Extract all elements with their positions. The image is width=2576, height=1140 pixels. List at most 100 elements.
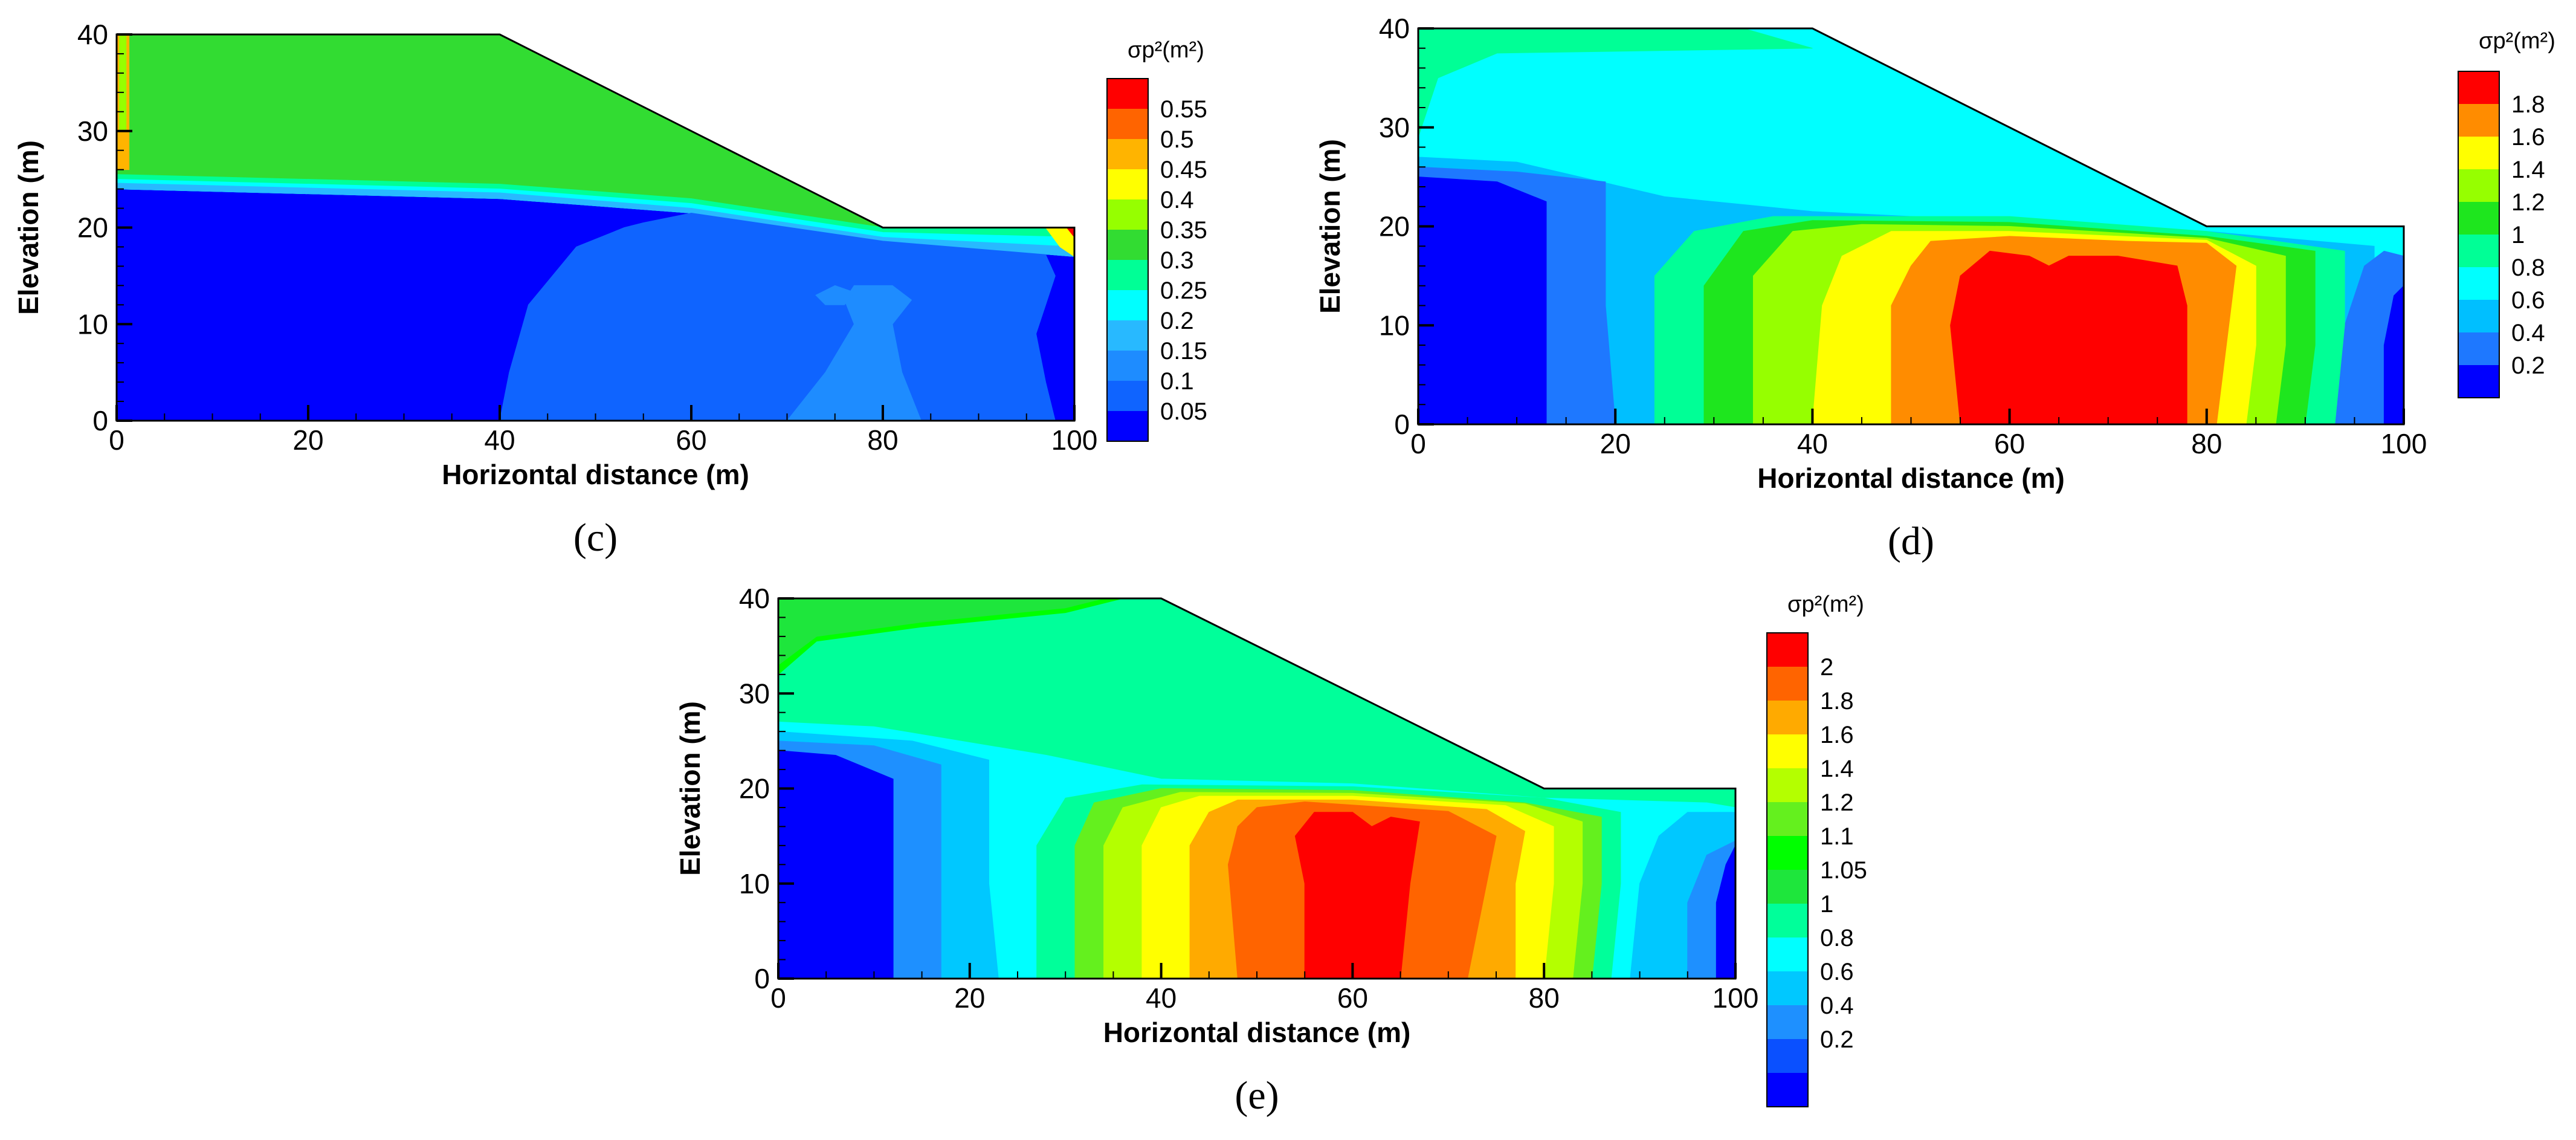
legend-label: 0.8	[2511, 254, 2545, 281]
panel-d-legend: σp²(m²) 1.8 1.6 1.4 1.2 1 0.8 0.6 0.4 0.…	[2458, 28, 2555, 398]
legend-swatch	[2458, 71, 2499, 104]
x-tick-label: 60	[1337, 982, 1368, 1014]
y-tick-label: 20	[77, 212, 108, 244]
legend-labels: 1.8 1.6 1.4 1.2 1 0.8 0.6 0.4 0.2	[2511, 91, 2545, 379]
legend-swatches	[2458, 71, 2500, 398]
panel-e-y-tick-labels: 0 10 20 30 40	[739, 583, 770, 994]
y-tick-label: 0	[92, 405, 108, 436]
contour-region	[2383, 285, 2404, 424]
legend-labels: 2 1.8 1.6 1.4 1.2 1.1 1.05 1 0.8 0.6 0.4…	[1820, 654, 1867, 1053]
x-tick-label: 20	[1600, 428, 1631, 459]
legend-swatch	[1767, 1005, 1808, 1039]
panel-d-contours	[1418, 28, 2404, 424]
legend-label: 0.45	[1160, 157, 1207, 183]
contour-region	[778, 750, 894, 979]
legend-swatch	[1107, 109, 1148, 139]
panel-d-ticks	[1417, 27, 2405, 426]
legend-label: 1.6	[2511, 124, 2545, 151]
legend-swatch	[1107, 260, 1148, 290]
contour-region	[815, 285, 855, 305]
legend-swatch	[1107, 169, 1148, 199]
x-tick-label: 60	[1994, 428, 2025, 459]
legend-label: 1.4	[1820, 756, 1854, 782]
panel-e-ticks	[777, 597, 1737, 980]
legend-label: 1.8	[2511, 91, 2545, 118]
legend-label: 0.4	[1820, 993, 1854, 1019]
legend-swatches	[1766, 632, 1809, 1107]
legend-label: 0.6	[2511, 287, 2545, 314]
legend-swatch	[1767, 938, 1808, 971]
y-tick-label: 20	[739, 773, 770, 805]
legend-label: 1.2	[2511, 189, 2545, 216]
legend-swatch	[1767, 734, 1808, 768]
legend-swatch	[1767, 1073, 1808, 1107]
x-tick-label: 40	[1146, 982, 1177, 1014]
legend-label: 0.2	[1820, 1026, 1854, 1053]
contour-region	[1950, 250, 2187, 424]
y-tick-label: 30	[1379, 112, 1410, 143]
legend-swatch	[2458, 169, 2499, 202]
contour-region	[786, 285, 922, 421]
y-tick-label: 40	[739, 583, 770, 614]
x-tick-label: 40	[1797, 428, 1828, 459]
legend-swatch	[1767, 802, 1808, 836]
legend-label: 1.2	[1820, 789, 1854, 816]
legend-label: 0.2	[1160, 308, 1194, 334]
legend-label: 1	[1820, 891, 1833, 918]
contour-region	[1716, 845, 1735, 979]
x-tick-label: 60	[676, 424, 706, 456]
legend-label: 0.6	[1820, 959, 1854, 985]
legend-swatch	[2458, 267, 2499, 300]
x-axis-title: Horizontal distance (m)	[442, 459, 749, 490]
legend-swatch	[1107, 411, 1148, 441]
contour-region	[1294, 812, 1420, 979]
legend-swatch	[2458, 137, 2499, 169]
legend-swatch	[1767, 1039, 1808, 1073]
x-tick-label: 100	[2381, 428, 2427, 459]
panel-c: 0 20 40 60 80 100 0 10 20 30 40 Horizont…	[13, 19, 1207, 560]
panel-label: (e)	[1235, 1074, 1279, 1118]
panel-d-x-tick-labels: 0 20 40 60 80 100	[1410, 428, 2427, 459]
legend-title: σp²(m²)	[1128, 37, 1204, 63]
panel-c-legend: σp²(m²) 0.55 0.5 0.45 0.4 0.35 0.3 0.25 …	[1106, 37, 1207, 442]
legend-swatch	[1767, 870, 1808, 904]
legend-swatch	[1767, 768, 1808, 802]
legend-swatch	[2458, 300, 2499, 332]
legend-swatch	[1767, 701, 1808, 734]
legend-label: 0.25	[1160, 277, 1207, 304]
panel-e: 0 20 40 60 80 100 0 10 20 30 40 Horizont…	[674, 583, 1867, 1118]
legend-label: 0.5	[1160, 126, 1194, 153]
legend-swatch	[2458, 104, 2499, 137]
x-tick-label: 40	[484, 424, 515, 456]
legend-swatch	[1107, 139, 1148, 169]
contour-region	[117, 183, 1074, 257]
x-tick-label: 0	[1410, 428, 1426, 459]
contour-region	[1418, 177, 1547, 424]
panel-e-legend: σp²(m²) 2 1.8 1.6 1.4 1.2 1.1 1.05 1 0.8…	[1766, 592, 1867, 1107]
legend-label: 1.4	[2511, 157, 2545, 183]
legend-title: σp²(m²)	[1787, 592, 1864, 617]
legend-swatch	[1767, 667, 1808, 701]
y-tick-label: 0	[1394, 409, 1410, 440]
legend-label: 0.55	[1160, 96, 1207, 123]
legend-label: 1.8	[1820, 688, 1854, 714]
legend-frame	[1106, 78, 1149, 442]
legend-swatch	[1107, 79, 1148, 109]
panel-c-ticks	[115, 33, 1076, 422]
x-axis-title: Horizontal distance (m)	[1103, 1017, 1411, 1048]
legend-label: 0.35	[1160, 217, 1207, 244]
legend-swatch	[1107, 351, 1148, 381]
panel-e-x-tick-labels: 0 20 40 60 80 100	[770, 982, 1758, 1014]
y-tick-label: 40	[1379, 13, 1410, 44]
panel-d-y-tick-labels: 0 10 20 30 40	[1379, 13, 1410, 440]
x-tick-label: 20	[292, 424, 323, 456]
legend-swatch	[1107, 230, 1148, 260]
panel-d: 0 20 40 60 80 100 0 10 20 30 40 Horizont…	[1314, 13, 2555, 563]
legend-label: 1.1	[1820, 823, 1854, 850]
x-tick-label: 100	[1712, 982, 1759, 1014]
legend-swatch	[1767, 836, 1808, 870]
legend-swatch	[2458, 365, 2499, 398]
y-tick-label: 30	[77, 115, 108, 147]
y-tick-label: 40	[77, 19, 108, 50]
